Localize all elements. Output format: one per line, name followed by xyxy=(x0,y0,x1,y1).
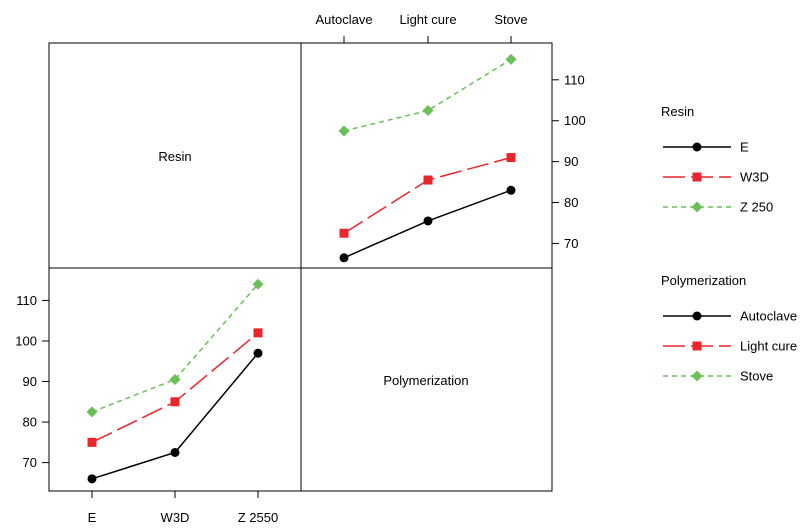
legend-entry-label: E xyxy=(740,140,749,155)
data-point xyxy=(86,406,98,418)
x-tick-label: Light cure xyxy=(399,12,456,27)
y-tick-label: 110 xyxy=(564,72,585,87)
data-point xyxy=(506,153,516,163)
diagonal-label-polymerization: Polymerization xyxy=(383,373,468,388)
y-tick-label: 110 xyxy=(16,293,37,308)
data-point xyxy=(170,447,180,457)
y-tick-label: 100 xyxy=(564,113,586,128)
y-tick-label: 70 xyxy=(564,236,578,251)
data-point xyxy=(252,278,264,290)
y-tick-label: 70 xyxy=(23,455,37,470)
legend-resin: Resin E W3D Z 250 xyxy=(661,104,773,215)
x-tick-label: Z 2550 xyxy=(238,510,278,525)
data-point xyxy=(253,348,263,358)
legend-entry-label: Z 250 xyxy=(740,200,773,215)
legend-swatch-marker xyxy=(691,201,703,213)
legend-entry-label: Stove xyxy=(740,369,773,384)
data-point xyxy=(339,253,349,263)
legend-entry-label: Light cure xyxy=(740,339,797,354)
data-point xyxy=(87,437,97,447)
y-tick-label: 100 xyxy=(15,333,37,348)
data-point xyxy=(423,175,433,185)
series-line xyxy=(91,352,259,480)
legend-swatch-marker xyxy=(691,370,703,382)
legend-swatch-marker xyxy=(692,172,702,182)
y-tick-label: 90 xyxy=(564,154,578,169)
x-tick-label: Autoclave xyxy=(315,12,372,27)
x-tick-label: E xyxy=(88,510,97,525)
data-point xyxy=(169,374,181,385)
series-line xyxy=(91,332,259,444)
data-point xyxy=(87,474,97,484)
legend-entry-label: Autoclave xyxy=(740,309,797,324)
series-line xyxy=(91,283,259,413)
y-tick-label: 80 xyxy=(564,195,578,210)
data-point xyxy=(506,185,516,195)
data-point xyxy=(253,328,263,338)
legend-swatch-marker xyxy=(692,142,702,152)
legend-swatch-marker xyxy=(692,341,702,351)
legend-entry-label: W3D xyxy=(740,170,769,185)
x-tick-label: W3D xyxy=(161,510,190,525)
y-tick-label: 80 xyxy=(23,415,37,430)
diagonal-label-resin: Resin xyxy=(158,149,191,164)
data-point xyxy=(505,53,517,65)
data-point xyxy=(339,228,349,238)
data-point xyxy=(423,216,433,226)
legend-polymerization: Polymerization Autoclave Light cure Stove xyxy=(661,273,797,384)
series-line xyxy=(343,58,512,132)
panel-top-right-plot: 70 80 90 100 110 Autoclave Light cure Stove xyxy=(315,12,586,263)
data-point xyxy=(422,105,434,116)
panel-bottom-left-plot: 70 80 90 100 110 E W3D Z 2550 xyxy=(15,278,278,525)
legend-title: Polymerization xyxy=(661,273,746,288)
legend-title: Resin xyxy=(661,104,694,119)
x-tick-label: Stove xyxy=(494,12,527,27)
panel-bottom-right xyxy=(300,267,553,492)
data-point xyxy=(338,125,350,137)
y-tick-label: 90 xyxy=(23,374,37,389)
data-point xyxy=(170,397,180,407)
legend-swatch-marker xyxy=(692,311,702,321)
